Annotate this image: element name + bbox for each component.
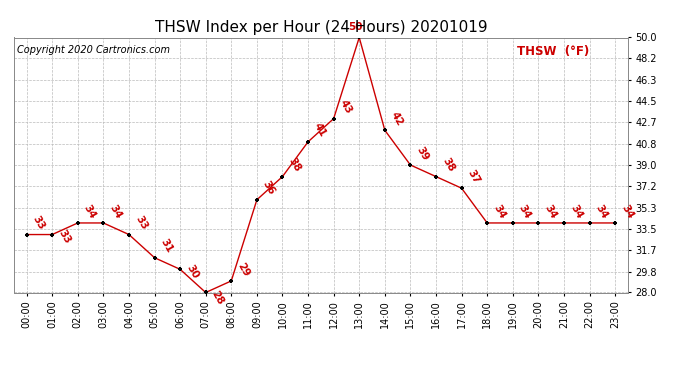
Point [124, 231, 135, 237]
Point [558, 220, 569, 226]
Text: 33: 33 [57, 228, 72, 246]
Text: 34: 34 [491, 202, 507, 220]
Text: 30: 30 [184, 263, 200, 280]
Point [175, 266, 186, 272]
Point [482, 220, 493, 226]
Point [354, 34, 365, 40]
Text: 38: 38 [286, 156, 302, 174]
Text: 34: 34 [108, 202, 124, 220]
Point [277, 174, 288, 180]
Point [507, 220, 518, 226]
Point [533, 220, 544, 226]
Point [47, 231, 58, 237]
Text: 41: 41 [312, 122, 328, 139]
Text: THSW  (°F): THSW (°F) [518, 45, 590, 58]
Text: 39: 39 [415, 145, 431, 162]
Text: 28: 28 [210, 289, 226, 306]
Text: 34: 34 [82, 202, 98, 220]
Text: 43: 43 [338, 98, 354, 116]
Point [405, 162, 416, 168]
Text: 34: 34 [593, 202, 610, 220]
Text: 29: 29 [235, 261, 251, 278]
Text: 36: 36 [261, 180, 277, 197]
Text: 33: 33 [133, 214, 149, 232]
Text: 42: 42 [389, 110, 405, 128]
Text: 50: 50 [348, 22, 363, 32]
Text: 38: 38 [440, 156, 456, 174]
Point [431, 174, 442, 180]
Point [380, 127, 391, 133]
Point [251, 197, 262, 203]
Point [21, 231, 32, 237]
Point [72, 220, 83, 226]
Text: 37: 37 [466, 168, 482, 185]
Point [98, 220, 109, 226]
Text: 34: 34 [517, 202, 533, 220]
Text: 33: 33 [31, 214, 47, 232]
Text: 34: 34 [619, 202, 635, 220]
Point [328, 116, 339, 122]
Text: 34: 34 [568, 202, 584, 220]
Title: THSW Index per Hour (24 Hours) 20201019: THSW Index per Hour (24 Hours) 20201019 [155, 20, 487, 35]
Text: 34: 34 [542, 202, 558, 220]
Point [609, 220, 620, 226]
Point [302, 139, 313, 145]
Text: Copyright 2020 Cartronics.com: Copyright 2020 Cartronics.com [17, 45, 170, 55]
Point [200, 290, 211, 296]
Text: 31: 31 [159, 237, 175, 255]
Point [226, 278, 237, 284]
Point [584, 220, 595, 226]
Point [456, 185, 467, 191]
Point [149, 255, 160, 261]
